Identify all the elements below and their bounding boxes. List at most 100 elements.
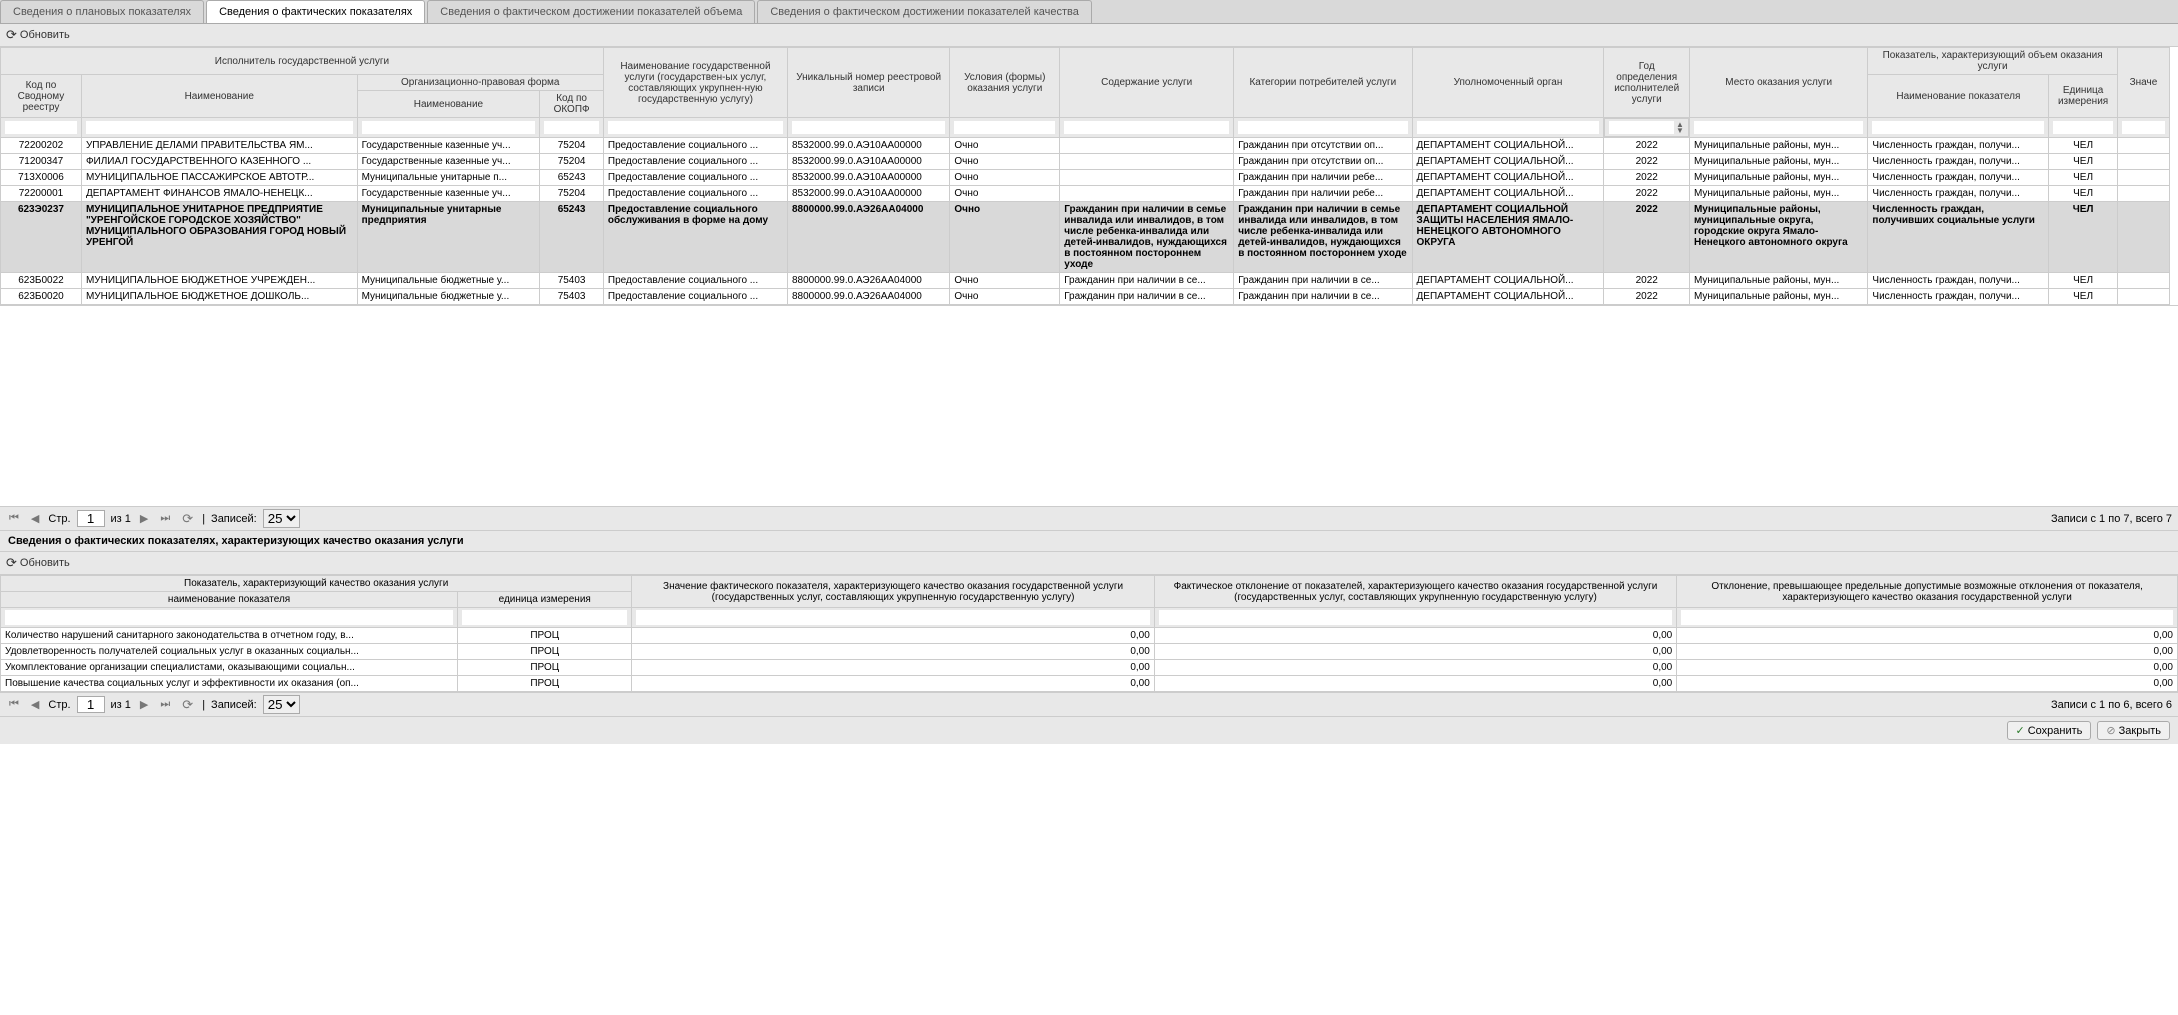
flt2-val[interactable] xyxy=(636,610,1149,625)
flt-place[interactable] xyxy=(1694,121,1863,134)
tab[interactable]: Сведения о плановых показателях xyxy=(0,0,204,23)
hdr-year[interactable]: Год определения исполнителей услуги xyxy=(1604,48,1690,118)
flt-unit[interactable] xyxy=(2053,121,2113,134)
cell-ind: Численность граждан, получи... xyxy=(1868,170,2049,186)
h2-val[interactable]: Значение фактического показателя, характ… xyxy=(632,576,1154,608)
flt-okopf[interactable] xyxy=(544,121,599,134)
tab[interactable]: Сведения о фактическом достижении показа… xyxy=(427,0,755,23)
table-row[interactable]: 72200202УПРАВЛЕНИЕ ДЕЛАМИ ПРАВИТЕЛЬСТВА … xyxy=(1,138,2170,154)
cell-unit: ЧЕЛ xyxy=(2049,289,2118,305)
first-page-button[interactable]: ⏮ xyxy=(6,512,22,525)
next-page-button[interactable]: ▶ xyxy=(137,512,151,525)
flt-content[interactable] xyxy=(1064,121,1229,134)
hdr-opf-group[interactable]: Организационно-правовая форма xyxy=(357,75,603,91)
table-row[interactable]: 713Х0006МУНИЦИПАЛЬНОЕ ПАССАЖИРСКОЕ АВТОТ… xyxy=(1,170,2170,186)
flt-opf[interactable] xyxy=(362,121,536,134)
hdr-cat[interactable]: Категории потребителей услуги xyxy=(1234,48,1412,118)
h2-unit[interactable]: единица измерения xyxy=(458,592,632,608)
last-page-button-2[interactable]: ⏭ xyxy=(157,698,173,711)
hdr-opf-name[interactable]: Наименование xyxy=(357,91,540,118)
hdr-form[interactable]: Условия (формы) оказания услуги xyxy=(950,48,1060,118)
cell-okopf: 75204 xyxy=(540,186,604,202)
table-row[interactable]: 71200347ФИЛИАЛ ГОСУДАРСТВЕННОГО КАЗЕННОГ… xyxy=(1,154,2170,170)
flt2-unit[interactable] xyxy=(462,610,627,625)
hdr-unit[interactable]: Единица измерения xyxy=(2049,75,2118,118)
tab[interactable]: Сведения о фактических показателях xyxy=(206,0,425,23)
table-row[interactable]: 623Б0020МУНИЦИПАЛЬНОЕ БЮДЖЕТНОЕ ДОШКОЛЬ.… xyxy=(1,289,2170,305)
hdr-code[interactable]: Код по Сводному реестру xyxy=(1,75,82,118)
hdr-ind-name[interactable]: Наименование показателя xyxy=(1868,75,2049,118)
refresh-button-2[interactable]: Обновить xyxy=(6,555,70,571)
cell-ind: Численность граждан, получивших социальн… xyxy=(1868,202,2049,273)
flt-cat[interactable] xyxy=(1238,121,1407,134)
page-input-2[interactable] xyxy=(77,696,105,713)
hdr-reg[interactable]: Уникальный номер реестровой записи xyxy=(788,48,950,118)
last-page-button[interactable]: ⏭ xyxy=(157,512,173,525)
h2-ind-name[interactable]: наименование показателя xyxy=(1,592,458,608)
flt-year[interactable] xyxy=(1609,121,1674,134)
next-page-button-2[interactable]: ▶ xyxy=(137,698,151,711)
hdr-val[interactable]: Значе xyxy=(2117,48,2169,118)
cell-okopf: 75204 xyxy=(540,154,604,170)
hdr-org[interactable]: Уполномоченный орган xyxy=(1412,48,1604,118)
cell-content: Гражданин при наличии в семье инвалида и… xyxy=(1060,202,1234,273)
flt-reg[interactable] xyxy=(792,121,945,134)
first-page-button-2[interactable]: ⏮ xyxy=(6,698,22,711)
flt2-dev[interactable] xyxy=(1159,610,1672,625)
hdr-executor[interactable]: Исполнитель государственной услуги xyxy=(1,48,604,75)
h2-dev[interactable]: Фактическое отклонение от показателей, х… xyxy=(1154,576,1676,608)
save-button[interactable]: Сохранить xyxy=(2007,721,2092,740)
hdr-content[interactable]: Содержание услуги xyxy=(1060,48,1234,118)
cell-opf: Муниципальные унитарные п... xyxy=(357,170,540,186)
rec-label: Записей: xyxy=(211,513,257,525)
flt-org[interactable] xyxy=(1417,121,1600,134)
hdr-place[interactable]: Место оказания услуги xyxy=(1689,48,1867,118)
table-row[interactable]: Удовлетворенность получателей социальных… xyxy=(1,644,2178,660)
cell-okopf: 75204 xyxy=(540,138,604,154)
table-row[interactable]: Повышение качества социальных услуг и эф… xyxy=(1,676,2178,692)
cell-code: 713Х0006 xyxy=(1,170,82,186)
table-row[interactable]: Количество нарушений санитарного законод… xyxy=(1,628,2178,644)
page-input[interactable] xyxy=(77,510,105,527)
flt-code[interactable] xyxy=(5,121,77,134)
flt-val[interactable] xyxy=(2122,121,2165,134)
flt2-name[interactable] xyxy=(5,610,453,625)
table-row[interactable]: 623Б0022МУНИЦИПАЛЬНОЕ БЮДЖЕТНОЕ УЧРЕЖДЕН… xyxy=(1,273,2170,289)
table-row[interactable]: 72200001ДЕПАРТАМЕНТ ФИНАНСОВ ЯМАЛО-НЕНЕЦ… xyxy=(1,186,2170,202)
flt2-exc[interactable] xyxy=(1681,610,2173,625)
close-button[interactable]: Закрыть xyxy=(2097,721,2170,740)
cell-form: Очно xyxy=(950,138,1060,154)
cell-opf: Государственные казенные уч... xyxy=(357,186,540,202)
refresh-label: Обновить xyxy=(20,29,70,41)
hdr-svc[interactable]: Наименование государственной услуги (гос… xyxy=(603,48,787,118)
cell-cat: Гражданин при наличии в се... xyxy=(1234,273,1412,289)
tab[interactable]: Сведения о фактическом достижении показа… xyxy=(757,0,1092,23)
pager-refresh-button[interactable] xyxy=(179,511,196,527)
cell-cat: Гражданин при наличии ребе... xyxy=(1234,186,1412,202)
hdr-ind-group[interactable]: Показатель, характеризующий объем оказан… xyxy=(1868,48,2117,75)
cell-place: Муниципальные районы, мун... xyxy=(1689,154,1867,170)
cell-content: Гражданин при наличии в се... xyxy=(1060,273,1234,289)
year-spinner[interactable]: ▲▼ xyxy=(1676,122,1684,134)
flt-name[interactable] xyxy=(86,121,353,134)
h2-exc[interactable]: Отклонение, превышающее предельные допус… xyxy=(1677,576,2178,608)
flt-ind[interactable] xyxy=(1872,121,2044,134)
hdr-name[interactable]: Наименование xyxy=(81,75,357,118)
cell-svc: Предоставление социального ... xyxy=(603,273,787,289)
page-size-select[interactable]: 25 xyxy=(263,509,300,528)
cell-unit: ЧЕЛ xyxy=(2049,154,2118,170)
prev-page-button-2[interactable]: ◀ xyxy=(28,698,42,711)
flt-form[interactable] xyxy=(954,121,1055,134)
h2-ind-group[interactable]: Показатель, характеризующий качество ока… xyxy=(1,576,632,592)
page-size-select-2[interactable]: 25 xyxy=(263,695,300,714)
flt-svc[interactable] xyxy=(608,121,783,134)
pager-refresh-button-2[interactable] xyxy=(179,697,196,713)
hdr-okopf[interactable]: Код по ОКОПФ xyxy=(540,91,604,118)
prev-page-button[interactable]: ◀ xyxy=(28,512,42,525)
table-row[interactable]: Укомплектование организации специалистам… xyxy=(1,660,2178,676)
cell-cat: Гражданин при отсутствии оп... xyxy=(1234,138,1412,154)
cell-content: Гражданин при наличии в се... xyxy=(1060,289,1234,305)
refresh-button[interactable]: Обновить xyxy=(6,27,70,43)
cell-name: МУНИЦИПАЛЬНОЕ БЮДЖЕТНОЕ УЧРЕЖДЕН... xyxy=(81,273,357,289)
table-row[interactable]: 623Э0237МУНИЦИПАЛЬНОЕ УНИТАРНОЕ ПРЕДПРИЯ… xyxy=(1,202,2170,273)
